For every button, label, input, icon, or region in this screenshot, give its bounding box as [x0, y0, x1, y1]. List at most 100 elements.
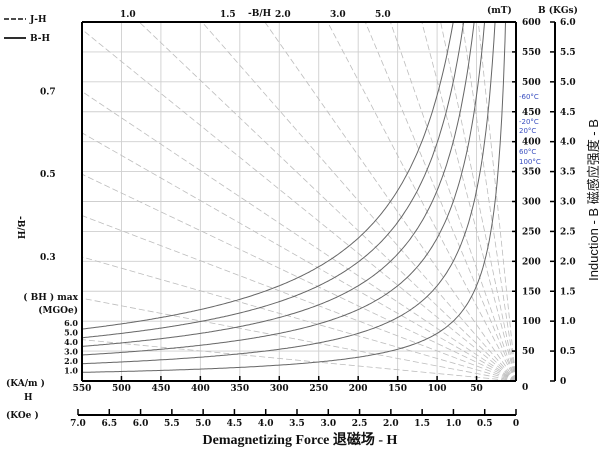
x-tick-label-koe: 2.0: [383, 419, 399, 429]
y-tick-label-mt: 100: [522, 317, 541, 327]
y-tick-label-mt: 350: [522, 168, 541, 178]
x-tick-label-koe: 6.5: [101, 419, 117, 429]
x-unit-h: H: [24, 393, 33, 403]
permeance-line: [82, 215, 516, 381]
x-tick-label-koe: 2.5: [352, 419, 368, 429]
permeance-top-label: 3.0: [330, 10, 346, 20]
temperature-label: 20°C: [519, 127, 536, 135]
grid: [82, 22, 516, 381]
y-tick-label-kgs: 0.5: [560, 347, 576, 357]
x-tick-label-kam: 150: [388, 384, 407, 394]
permeance-line: [82, 339, 516, 381]
axes: [77, 21, 556, 416]
temperature-label: 100°C: [519, 158, 541, 166]
y-tick-label-kgs: 1.0: [560, 317, 576, 327]
x-tick-label-kam: 50: [470, 384, 483, 394]
permeance-line: [82, 256, 516, 381]
x-unit-koe: (KOe ): [6, 410, 39, 421]
x-tick-label-koe: 7.0: [70, 419, 86, 429]
permeance-left-label: 0.3: [40, 253, 56, 263]
bhmax-label: 2.0: [64, 356, 78, 366]
legend: J-H B-H: [4, 15, 51, 44]
permeance-top-label: 1.0: [120, 10, 136, 20]
permeance-line: [138, 22, 516, 381]
x-tick-label-koe: 3.5: [289, 419, 305, 429]
y-tick-label-mt: 500: [522, 78, 541, 88]
y-tick-label-mt: 450: [522, 108, 541, 118]
y-tick-label-mt: 50: [522, 347, 535, 357]
temperature-label: 60°C: [519, 148, 536, 156]
permeance-left-title: -B/H: [15, 216, 25, 240]
y-tick-label-kgs: 5.5: [560, 48, 576, 58]
bhmax-unit: (MGOe): [38, 305, 78, 316]
permeance-top-label: 1.5: [220, 10, 236, 20]
bhmax-title: ( BH ) max: [23, 292, 78, 303]
bhmax-curve: [82, 22, 486, 356]
y-tick-label-kgs: 2.0: [560, 257, 576, 267]
permeance-title: -B/H: [248, 9, 272, 19]
y-tick-label-kgs: 1.5: [560, 287, 576, 297]
y-tick-label-mt: 600: [522, 18, 541, 28]
x-tick-label-kam: 100: [428, 384, 447, 394]
y-tick-label-kgs: 5.0: [560, 78, 576, 88]
bhmax-label: 3.0: [64, 347, 78, 357]
y-tick-label-mt: 400: [522, 138, 541, 148]
x-tick-label-kam: 450: [152, 384, 171, 394]
permeance-top-label: 5.0: [375, 10, 391, 20]
x-tick-label-kam: 300: [270, 384, 289, 394]
y-tick-label-kgs: 6.0: [560, 18, 576, 28]
bhmax-label: 5.0: [64, 328, 78, 338]
y-tick-label-mt: 250: [522, 227, 541, 237]
bhmax-label: 4.0: [64, 337, 78, 347]
labels: 1.0 1.5 2.0 3.0 5.00.70.50.31.02.03.04.05.06…: [40, 10, 576, 429]
x-tick-label-koe: 1.5: [414, 419, 430, 429]
y-tick-label-mt: 150: [522, 287, 541, 297]
permeance-left-label: 0.7: [40, 88, 56, 98]
y-tick-label-mt: 200: [522, 257, 541, 267]
legend-bh-label: B-H: [30, 34, 51, 44]
bhmax-label: 6.0: [64, 318, 78, 328]
y-axis-kgs-unit: B (KGs): [538, 5, 578, 16]
x-tick-label-koe: 3.0: [320, 419, 336, 429]
x-tick-label-kam: 200: [349, 384, 368, 394]
permeance-line: [82, 28, 516, 381]
x-tick-label-koe: 1.0: [446, 419, 462, 429]
x-tick-label-kam: 250: [309, 384, 328, 394]
y-tick-label-kgs: 0: [560, 377, 566, 387]
bhmax-curve: [82, 22, 475, 347]
x-tick-label-koe: 5.0: [195, 419, 211, 429]
permeance-line: [82, 132, 516, 381]
x-axis-title: Demagnetizing Force 退磁场 - H: [203, 431, 398, 448]
permeance-top-label: 2.0: [275, 10, 291, 20]
permeance-lines: [82, 22, 516, 381]
temperature-label: -20°C: [519, 118, 539, 126]
x-tick-label-kam: 350: [230, 384, 249, 394]
x-tick-label-kam: 500: [112, 384, 131, 394]
x-tick-label-kam: 550: [73, 384, 92, 394]
y-tick-label-kgs: 3.0: [560, 198, 576, 208]
legend-jh-label: J-H: [29, 15, 47, 25]
x-tick-label-koe: 4.0: [258, 419, 274, 429]
y-axis-title: Induction - B 磁感应强度 - B: [586, 119, 601, 281]
y-tick-label-mt: 550: [522, 48, 541, 58]
bhmax-curve: [82, 22, 507, 373]
bhmax-curve: [82, 22, 496, 365]
y-tick-label-mt: 0: [522, 383, 528, 393]
y-tick-label-mt: 300: [522, 198, 541, 208]
y-tick-label-kgs: 4.0: [560, 138, 576, 148]
bhmax-label: 1.0: [64, 366, 78, 376]
y-axis-mt-unit: (mT): [487, 5, 512, 16]
x-tick-label-koe: 6.0: [133, 419, 149, 429]
bhmax-curves: [82, 22, 507, 373]
x-tick-label-kam: 400: [191, 384, 210, 394]
x-tick-label-koe: 0.5: [477, 419, 493, 429]
x-tick-label-koe: 0: [513, 419, 519, 429]
permeance-line: [82, 91, 516, 381]
permeance-left-label: 0.5: [40, 170, 56, 180]
permeance-line: [201, 22, 516, 381]
y-tick-label-kgs: 2.5: [560, 227, 576, 237]
temperature-label: -60°C: [519, 93, 539, 101]
x-tick-label-koe: 4.5: [227, 419, 243, 429]
bhmax-curve: [82, 22, 465, 339]
